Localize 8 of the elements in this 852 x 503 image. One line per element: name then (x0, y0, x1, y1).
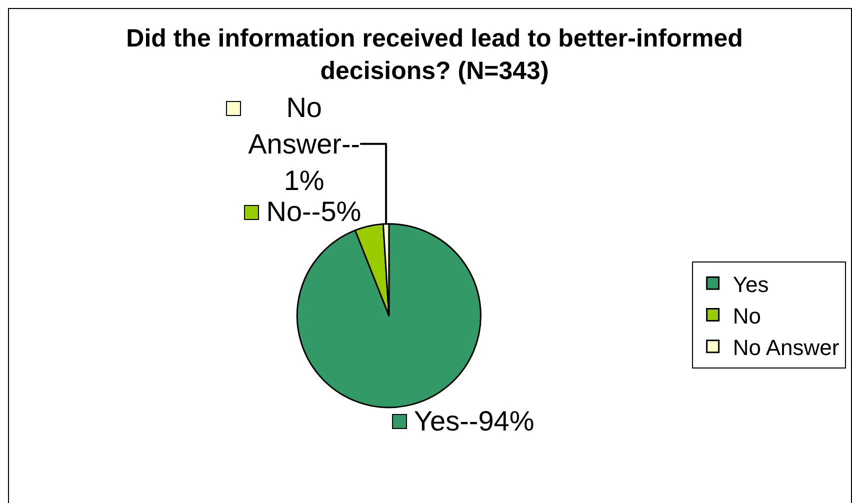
data-label: No Answer--1% (248, 92, 360, 196)
pie-slice (296, 223, 482, 408)
data-label: Yes--94% (414, 405, 534, 436)
legend-label: No (732, 303, 761, 328)
chart-title: Did the information received lead to better-informed decisions? (N=343) (126, 24, 743, 85)
legend-label: Yes (732, 272, 769, 297)
data-label: No--5% (266, 196, 362, 227)
legend-label: No Answer (732, 334, 840, 360)
